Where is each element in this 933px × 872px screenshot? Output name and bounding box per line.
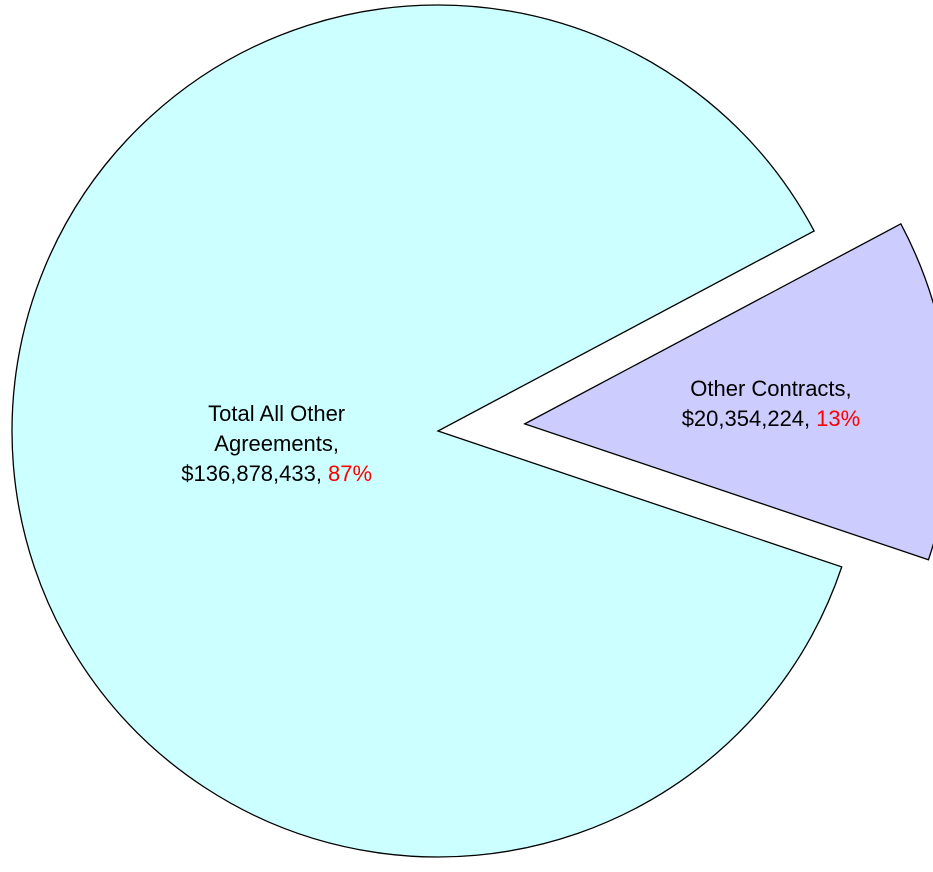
percent-label: 13% — [816, 405, 861, 431]
pie-slice — [11, 4, 843, 858]
value-label: $20,354,224, — [681, 405, 811, 431]
data-label: Other Contracts, $20,354,224, 13% — [682, 374, 861, 434]
category-label: Other Contracts, — [690, 375, 852, 401]
value-label: $136,878,433, — [181, 461, 322, 487]
category-label: Total All Other Agreements, — [208, 401, 346, 457]
percent-label: 87% — [327, 461, 373, 487]
pie-slice — [523, 222, 933, 561]
data-label: Total All Other Agreements, $136,878,433,… — [177, 399, 377, 489]
